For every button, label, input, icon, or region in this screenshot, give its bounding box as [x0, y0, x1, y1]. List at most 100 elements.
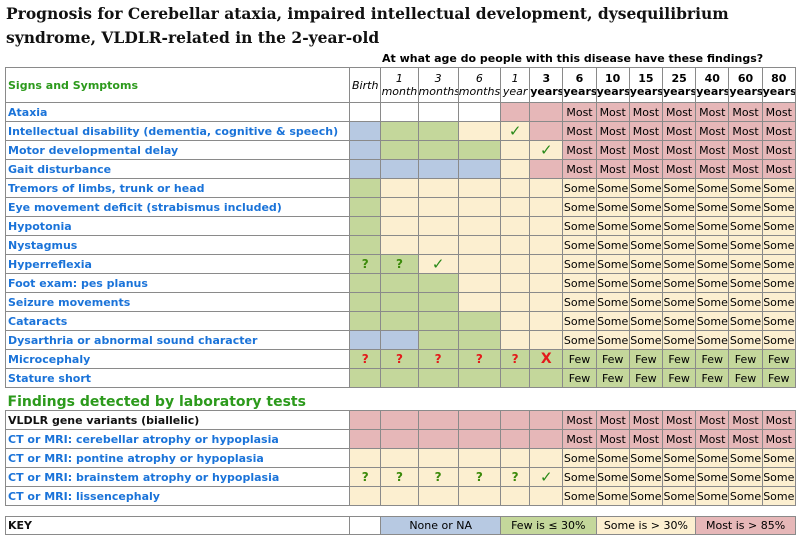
frequency-cell: Most	[661, 121, 697, 141]
red-question-mark-icon: ?	[475, 352, 483, 366]
finding-link[interactable]: Microcephaly	[4, 349, 351, 369]
finding-link[interactable]: Seizure movements	[4, 292, 351, 312]
frequency-cell	[529, 311, 564, 331]
age-column-header: 3 months	[417, 67, 459, 103]
frequency-cell: Some	[562, 292, 597, 312]
finding-link[interactable]: Motor developmental delay	[4, 140, 351, 160]
age-column-header: 15 years	[628, 67, 664, 103]
finding-link[interactable]: VLDLR gene variants (biallelic)	[4, 410, 351, 430]
age-number: 6	[475, 72, 483, 85]
age-unit: years	[629, 85, 663, 98]
age-unit: years	[762, 85, 796, 98]
frequency-cell: Few	[595, 368, 630, 388]
frequency-cell: Few	[595, 349, 630, 369]
finding-row: Seizure movements Some Some Some Some Some Som…	[4, 292, 797, 312]
frequency-cell: Some	[661, 486, 697, 506]
frequency-cell: Some	[761, 197, 797, 217]
frequency-cell: Some	[695, 311, 730, 331]
frequency-cell: ?	[500, 349, 531, 369]
finding-link[interactable]: CT or MRI: pontine atrophy or hypoplasia	[4, 448, 351, 468]
finding-link[interactable]: Dysarthria or abnormal sound character	[4, 330, 351, 350]
age-unit: years	[530, 85, 563, 98]
frequency-cell: Some	[661, 254, 697, 274]
frequency-cell	[500, 197, 531, 217]
frequency-cell: Most	[562, 410, 597, 430]
prognosis-table: At what age do people with this disease …	[4, 50, 797, 535]
frequency-cell: Most	[695, 410, 730, 430]
finding-link[interactable]: CT or MRI: cerebellar atrophy or hypopla…	[4, 429, 351, 449]
finding-link[interactable]: Eye movement deficit (strabismus include…	[4, 197, 351, 217]
frequency-cell: Most	[661, 410, 697, 430]
frequency-cell: Most	[728, 429, 763, 449]
frequency-cell	[349, 121, 382, 141]
frequency-cell	[500, 159, 531, 179]
frequency-cell: Some	[761, 330, 797, 350]
frequency-cell: Some	[728, 178, 763, 198]
frequency-cell: Some	[695, 330, 730, 350]
frequency-cell: Some	[761, 486, 797, 506]
frequency-cell: Some	[661, 235, 697, 255]
frequency-cell	[380, 273, 419, 293]
frequency-cell: Most	[695, 159, 730, 179]
frequency-cell	[500, 140, 531, 160]
frequency-cell	[417, 410, 459, 430]
frequency-cell: ?	[417, 467, 459, 487]
frequency-cell	[349, 140, 382, 160]
finding-link[interactable]: Gait disturbance	[4, 159, 351, 179]
frequency-cell: Some	[695, 197, 730, 217]
frequency-cell: Some	[661, 467, 697, 487]
frequency-cell: Some	[562, 448, 597, 468]
frequency-cell: Few	[728, 368, 763, 388]
frequency-cell: Some	[595, 292, 630, 312]
section-heading: Signs and Symptoms	[4, 67, 351, 103]
frequency-cell: ✓	[417, 254, 459, 274]
frequency-cell: ?	[380, 254, 419, 274]
frequency-cell	[457, 368, 502, 388]
frequency-cell: ✓	[529, 140, 564, 160]
finding-link[interactable]: Hypotonia	[4, 216, 351, 236]
finding-link[interactable]: Hyperreflexia	[4, 254, 351, 274]
frequency-cell: Most	[562, 102, 597, 122]
finding-link[interactable]: Tremors of limbs, trunk or head	[4, 178, 351, 198]
age-number: 80	[771, 72, 787, 85]
frequency-cell: Most	[728, 159, 763, 179]
frequency-cell	[349, 448, 382, 468]
frequency-cell: Some	[661, 292, 697, 312]
finding-link[interactable]: Cataracts	[4, 311, 351, 331]
frequency-cell: Most	[695, 429, 730, 449]
frequency-cell: Most	[595, 140, 630, 160]
frequency-cell: Few	[562, 368, 597, 388]
frequency-cell	[349, 311, 382, 331]
frequency-cell	[417, 273, 459, 293]
finding-link[interactable]: Ataxia	[4, 102, 351, 122]
age-number: Birth	[352, 78, 379, 92]
frequency-cell: Some	[562, 235, 597, 255]
finding-link[interactable]: CT or MRI: lissencephaly	[4, 486, 351, 506]
frequency-cell: Some	[761, 467, 797, 487]
frequency-cell: Some	[562, 273, 597, 293]
question-mark-icon: ?	[395, 257, 403, 271]
finding-link[interactable]: Foot exam: pes planus	[4, 273, 351, 293]
finding-row: Nystagmus Some Some Some Some Some Some Some	[4, 235, 797, 255]
frequency-cell	[417, 330, 459, 350]
frequency-cell: Some	[595, 197, 630, 217]
frequency-cell: Some	[595, 467, 630, 487]
frequency-cell	[529, 273, 564, 293]
finding-link[interactable]: Stature short	[4, 368, 351, 388]
age-column-header: 1 year	[500, 67, 531, 103]
frequency-cell: Some	[628, 197, 664, 217]
finding-row: Stature short Few Few Few Few Few Few Few	[4, 368, 797, 388]
age-unit: months	[458, 85, 501, 98]
finding-row: Eye movement deficit (strabismus include…	[4, 197, 797, 217]
frequency-cell	[417, 159, 459, 179]
finding-link[interactable]: CT or MRI: brainstem atrophy or hypoplas…	[4, 467, 351, 487]
red-question-mark-icon: ?	[395, 352, 403, 366]
frequency-cell: Some	[595, 178, 630, 198]
frequency-cell: Most	[562, 159, 597, 179]
finding-link[interactable]: Intellectual disability (dementia, cogni…	[4, 121, 351, 141]
finding-link[interactable]: Nystagmus	[4, 235, 351, 255]
frequency-cell	[457, 121, 502, 141]
age-column-header: 3 years	[529, 67, 564, 103]
frequency-cell: Most	[595, 429, 630, 449]
frequency-cell	[380, 486, 419, 506]
